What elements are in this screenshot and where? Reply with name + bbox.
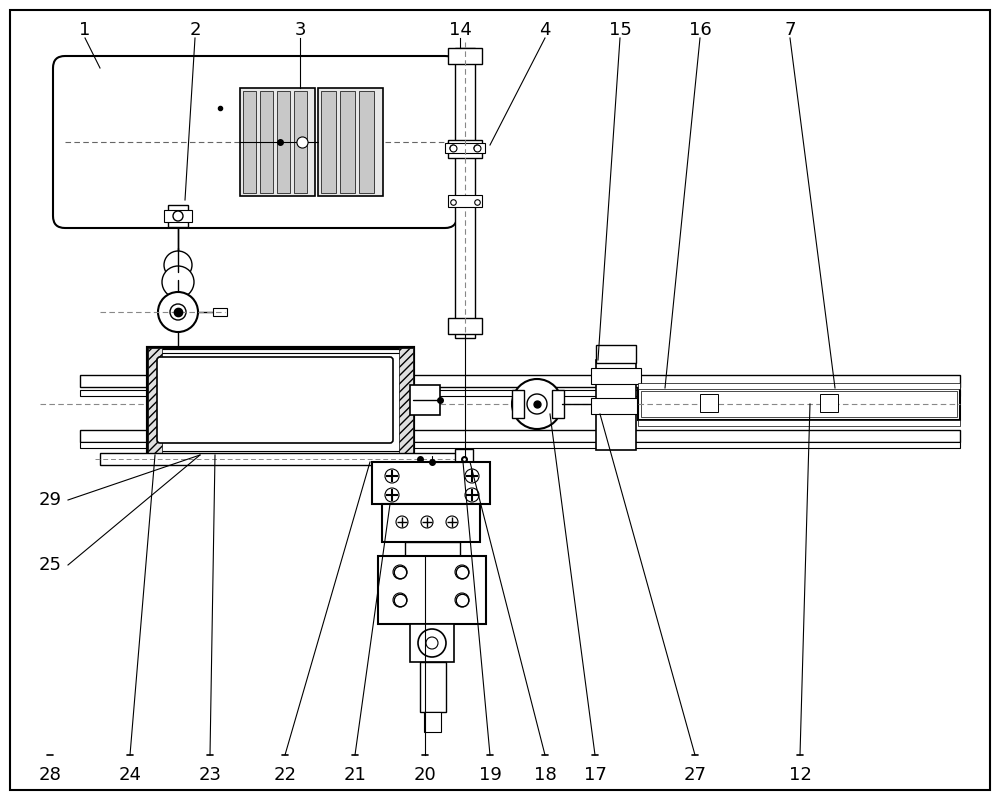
Text: 20: 20	[414, 766, 436, 784]
Bar	[260, 91, 273, 193]
Circle shape	[465, 469, 479, 483]
Bar	[424, 712, 441, 732]
Circle shape	[446, 516, 458, 528]
Text: 29: 29	[38, 491, 62, 509]
Text: 2: 2	[189, 21, 201, 39]
FancyBboxPatch shape	[157, 357, 393, 443]
Bar	[420, 662, 446, 712]
Text: 25: 25	[38, 556, 62, 574]
FancyBboxPatch shape	[53, 56, 457, 228]
Bar	[164, 210, 192, 222]
Bar	[240, 88, 315, 196]
Text: 28: 28	[39, 766, 61, 784]
Bar	[243, 91, 256, 193]
Text: 27: 27	[684, 766, 706, 784]
Bar	[294, 91, 307, 193]
Bar	[596, 345, 636, 363]
Bar	[321, 91, 336, 193]
Bar	[638, 383, 960, 389]
Text: 16: 16	[689, 21, 711, 39]
Circle shape	[170, 304, 186, 320]
Text: 17: 17	[584, 766, 606, 784]
Text: 12: 12	[789, 766, 811, 784]
Bar	[405, 542, 460, 556]
Circle shape	[396, 516, 408, 528]
Bar	[455, 449, 473, 473]
Text: 24: 24	[119, 766, 142, 784]
Bar	[448, 195, 482, 207]
Bar	[596, 360, 636, 450]
Circle shape	[450, 145, 456, 151]
Bar	[448, 318, 482, 334]
Bar	[148, 348, 413, 456]
Text: 7: 7	[784, 21, 796, 39]
Bar	[340, 91, 355, 193]
Circle shape	[173, 211, 183, 221]
Bar	[80, 442, 960, 448]
Bar	[638, 420, 960, 426]
Bar	[552, 390, 564, 418]
Bar	[168, 205, 188, 227]
Bar	[378, 556, 486, 624]
Circle shape	[512, 379, 562, 429]
Bar	[277, 91, 290, 193]
Bar	[445, 143, 485, 153]
Bar	[700, 394, 718, 412]
Bar	[399, 348, 413, 456]
Circle shape	[527, 394, 547, 414]
Bar	[318, 88, 383, 196]
Text: 1: 1	[79, 21, 91, 39]
Bar	[410, 385, 440, 415]
Text: 14: 14	[449, 21, 471, 39]
Bar	[410, 624, 454, 662]
Bar	[455, 48, 475, 338]
Circle shape	[385, 488, 399, 502]
Text: 19: 19	[479, 766, 501, 784]
Circle shape	[164, 251, 192, 279]
Bar	[448, 48, 482, 64]
Circle shape	[455, 593, 469, 607]
Circle shape	[418, 629, 446, 657]
Text: 4: 4	[539, 21, 551, 39]
Circle shape	[426, 637, 438, 649]
Bar	[153, 353, 408, 451]
Circle shape	[474, 145, 480, 151]
Bar	[591, 368, 641, 384]
Bar	[641, 391, 957, 417]
Circle shape	[393, 565, 407, 579]
Text: 21: 21	[344, 766, 366, 784]
Bar	[213, 308, 227, 316]
Bar	[638, 388, 960, 420]
Bar	[80, 375, 960, 387]
Text: 23: 23	[198, 766, 222, 784]
Text: 18: 18	[534, 766, 556, 784]
Text: 15: 15	[609, 21, 631, 39]
Circle shape	[162, 266, 194, 298]
Bar	[591, 398, 641, 414]
Bar	[148, 348, 162, 456]
Bar	[359, 91, 374, 193]
Bar	[448, 140, 482, 158]
Bar	[80, 430, 960, 442]
Circle shape	[393, 593, 407, 607]
Circle shape	[385, 469, 399, 483]
Text: 3: 3	[294, 21, 306, 39]
Text: 22: 22	[274, 766, 296, 784]
Circle shape	[421, 516, 433, 528]
Bar	[372, 462, 490, 504]
Bar	[100, 453, 460, 465]
Bar	[512, 390, 524, 418]
Bar	[820, 394, 838, 412]
Circle shape	[455, 565, 469, 579]
Bar	[382, 504, 480, 542]
Circle shape	[158, 292, 198, 332]
Bar	[80, 390, 960, 396]
Circle shape	[465, 488, 479, 502]
